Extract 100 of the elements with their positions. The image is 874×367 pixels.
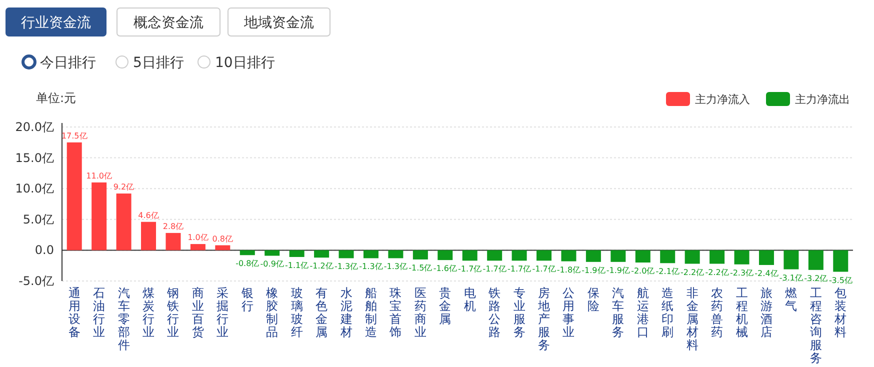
x-tick-label: 玻璃玻纤 (290, 286, 303, 339)
bar (116, 194, 132, 250)
bar (438, 250, 453, 260)
data-label: -1.1亿 (285, 260, 309, 270)
x-tick-label: 燃气 (785, 286, 798, 313)
bar (388, 250, 404, 258)
data-label: -1.7亿 (532, 264, 556, 274)
bar (289, 250, 304, 257)
x-tick-label: 贵金属 (439, 286, 452, 326)
bar (412, 250, 428, 260)
data-label: 1.0亿 (188, 233, 208, 242)
bar (536, 250, 552, 261)
bar (734, 250, 750, 264)
data-label: 4.6亿 (138, 210, 159, 220)
radio: 5日排行 (116, 55, 184, 71)
bar (784, 250, 799, 270)
x-tick-label: 航运港口 (636, 286, 649, 339)
data-label: -2.4亿 (754, 268, 778, 278)
bar (141, 222, 156, 250)
bar (808, 250, 824, 270)
x-tick-label: 船舶制造 (364, 286, 377, 339)
y-tick-label: 15.0亿 (15, 150, 54, 165)
x-tick-label: 通用设备 (68, 286, 80, 339)
x-tick-label: 水泥建材 (339, 286, 352, 339)
legend: 主力净流出 (766, 92, 850, 106)
data-label: -0.8亿 (236, 259, 260, 268)
x-tick-label: 煤炭行业 (142, 286, 155, 339)
data-label: -2.0亿 (631, 266, 655, 276)
x-tick-label: 公用事业 (562, 286, 575, 339)
bar (833, 250, 848, 272)
data-label: -2.3亿 (730, 268, 754, 278)
x-tick-label: 有色金属 (316, 286, 328, 339)
x-tick-label: 专业服务 (513, 286, 526, 339)
bar (512, 250, 527, 261)
bar (215, 245, 230, 250)
y-tick-label: 5.0亿 (22, 212, 54, 226)
y-tick-label: -5.0亿 (18, 274, 54, 288)
data-label: -3.2亿 (804, 274, 828, 283)
x-tick-label: 保险 (587, 286, 600, 313)
legend: 主力净流入 (666, 92, 750, 106)
tab: 行业资金流 (6, 8, 106, 36)
x-tick-label: 橡胶制品 (266, 286, 278, 339)
bar (635, 250, 650, 263)
data-label: -1.5亿 (408, 263, 432, 272)
x-tick-label: 房地产服务 (537, 286, 550, 352)
bar (240, 250, 255, 256)
x-tick-label: 旅游酒店 (760, 286, 772, 339)
x-tick-label: 医药商业 (414, 286, 426, 339)
x-tick-label: 农药兽药 (711, 286, 724, 339)
radio: 今日排行 (22, 54, 96, 71)
y-tick-label: 10.0亿 (15, 182, 54, 196)
x-tick-label: 钢铁行业 (166, 286, 180, 339)
x-tick-label: 铁路公路 (488, 286, 501, 339)
bar (264, 250, 280, 256)
data-label: -1.2亿 (310, 262, 334, 271)
bar (586, 250, 601, 262)
data-label: -1.7亿 (507, 264, 532, 274)
x-tick-label: 石油行业 (93, 286, 106, 339)
data-label: -2.1亿 (656, 267, 680, 276)
x-tick-label: 造纸印刷 (662, 286, 674, 339)
bar (462, 250, 478, 261)
data-label: -1.9亿 (606, 266, 630, 275)
x-tick-label: 银行 (240, 286, 254, 313)
data-label: 2.8亿 (162, 222, 184, 231)
data-label: -1.6亿 (433, 264, 457, 274)
data-label: -2.2亿 (705, 268, 729, 277)
bar (92, 182, 107, 250)
bar (660, 250, 676, 264)
tab: 地域资金流 (228, 8, 330, 36)
data-label: -3.1亿 (779, 273, 804, 282)
data-label: -3.5亿 (828, 276, 852, 285)
data-label: -1.3亿 (359, 262, 383, 272)
bar (66, 142, 82, 250)
data-label: -1.8亿 (556, 265, 581, 274)
bar (338, 250, 354, 258)
bar (610, 250, 626, 262)
bar (684, 250, 700, 264)
bar (190, 244, 206, 250)
bar (561, 250, 576, 262)
legend-label: 主力净流入 (695, 93, 750, 106)
data-label: -0.9亿 (260, 260, 284, 269)
legend-label: 主力净流出 (795, 93, 850, 106)
bar (758, 250, 774, 265)
bar (363, 250, 378, 258)
data-label: 0.8亿 (212, 234, 234, 244)
x-tick-label: 珠宝首饰 (388, 286, 402, 339)
bar (487, 250, 502, 261)
data-label: -1.7亿 (482, 264, 506, 274)
y-tick-label: 0.0 (34, 243, 54, 258)
x-tick-label: 采掘行业 (216, 286, 229, 339)
tab: 概念资金流 (116, 8, 220, 36)
x-tick-label: 工程机械 (736, 286, 748, 339)
data-label: 9.2亿 (113, 182, 134, 192)
bar (166, 232, 181, 250)
x-tick-label: 非金属材料 (685, 286, 698, 352)
data-label: -2.2亿 (680, 268, 704, 277)
data-label: 11.0亿 (86, 171, 112, 180)
x-tick-label: 汽车零部件 (118, 286, 130, 352)
x-tick-label: 包装材料 (834, 286, 847, 339)
x-tick-label: 商业百货 (192, 286, 204, 339)
